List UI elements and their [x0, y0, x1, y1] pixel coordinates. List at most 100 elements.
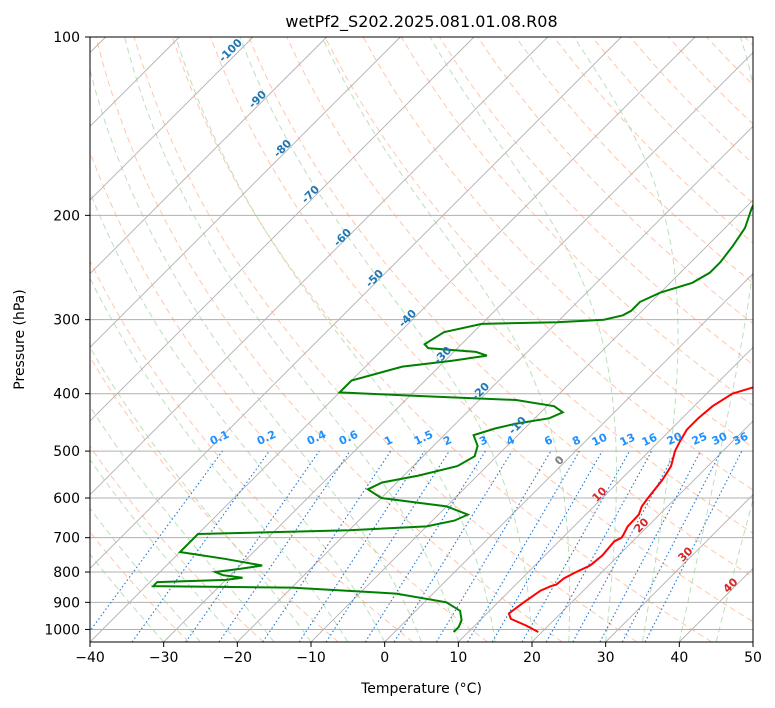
- isotherm-line: [90, 37, 254, 201]
- dry-adiabat-line: [95, 37, 563, 642]
- dry-adiabat-label: -70: [299, 183, 322, 206]
- chart-title: wetPf2_S202.2025.081.01.08.R08: [285, 12, 557, 32]
- mixing-ratio-label: 36: [731, 430, 751, 448]
- dewpoint-profile-line: [150, 203, 753, 633]
- dry-adiabat-label: 10: [590, 484, 610, 504]
- y-tick-label: 500: [53, 444, 80, 460]
- mixing-ratio-label: 25: [690, 430, 709, 448]
- y-tick-label: 400: [53, 387, 80, 403]
- dry-adiabat-line: [553, 37, 753, 244]
- dry-adiabat-line: [133, 37, 638, 642]
- y-axis-label: Pressure (hPa): [12, 289, 28, 389]
- moist-adiabat-line: [429, 37, 617, 642]
- mixing-ratio-line: [572, 450, 677, 642]
- moist-adiabat-line: [90, 553, 165, 642]
- line-labels: -100-90-80-70-60-50-40-30-20-10010203040…: [208, 36, 751, 596]
- isotherm-line: [90, 37, 475, 422]
- isotherm-line: [531, 420, 753, 642]
- moist-adiabat-line: [715, 498, 753, 642]
- moist-adiabat-line: [573, 37, 679, 642]
- mixing-ratio-label: 6: [542, 433, 555, 448]
- y-tick-label: 1000: [44, 622, 80, 638]
- mixing-ratio-line: [393, 450, 513, 642]
- dry-adiabat-label: -60: [331, 226, 354, 249]
- mixing-ratio-line: [435, 450, 552, 642]
- x-tick-label: 0: [380, 650, 389, 666]
- mixing-ratio-line: [262, 450, 392, 642]
- dry-adiabat-line: [324, 37, 753, 491]
- mixing-ratio-line: [90, 450, 223, 632]
- isotherm-line: [752, 641, 753, 642]
- x-tick-label: 30: [597, 650, 615, 666]
- dry-adiabat-line: [90, 356, 339, 642]
- isotherm-line: [310, 199, 753, 642]
- mixing-ratio-label: 10: [590, 431, 610, 449]
- dry-adiabat-line: [90, 531, 190, 642]
- background-lines: [90, 37, 753, 642]
- dry-adiabat-line: [90, 445, 264, 642]
- dry-adiabat-label: -40: [396, 307, 419, 330]
- mixing-ratio-line: [545, 450, 653, 642]
- isotherm-line: [90, 37, 401, 348]
- dry-adiabat-label: -50: [363, 267, 386, 290]
- dry-adiabat-label: 40: [721, 575, 741, 595]
- mixing-ratio-line: [467, 450, 580, 642]
- dry-adiabat-line: [90, 259, 414, 642]
- plot-frame: [89, 36, 754, 643]
- isotherm-line: [458, 346, 753, 642]
- mixing-ratio-line: [364, 450, 486, 642]
- moist-adiabat-line: [90, 458, 238, 642]
- mixing-ratio-label: 0.4: [305, 428, 328, 448]
- x-tick-label: 50: [744, 650, 762, 666]
- mixing-ratio-label: 30: [710, 430, 730, 448]
- mixing-ratio-label: 2: [441, 433, 453, 448]
- dry-adiabat-line: [744, 37, 753, 47]
- mixing-ratio-label: 3: [477, 433, 489, 448]
- dry-adiabat-label: -100: [216, 36, 245, 65]
- dry-adiabat-label: -90: [246, 88, 269, 111]
- moist-adiabat-line: [678, 37, 753, 642]
- moist-adiabat-line: [90, 190, 386, 642]
- isotherm-line: [90, 37, 327, 275]
- dry-adiabat-label: -80: [271, 137, 294, 160]
- dry-adiabat-line: [210, 37, 753, 623]
- mixing-ratio-label: 0.6: [337, 428, 360, 448]
- x-tick-label: 10: [449, 650, 467, 666]
- mixing-ratio-label: 20: [665, 430, 685, 448]
- dry-adiabat-line: [171, 37, 712, 642]
- dry-adiabat-line: [90, 150, 488, 642]
- y-tick-label: 800: [53, 565, 80, 581]
- y-tick-label: 900: [53, 595, 80, 611]
- mixing-ratio-label: 1.5: [412, 428, 435, 448]
- moist-adiabat-line: [239, 37, 533, 642]
- moist-adiabat-line: [175, 37, 496, 642]
- isotherm-line: [90, 37, 548, 496]
- y-tick-label: 300: [53, 313, 80, 329]
- dry-adiabat-label: 30: [676, 544, 696, 564]
- x-tick-label: −20: [223, 650, 253, 666]
- y-tick-label: 100: [53, 30, 80, 46]
- x-tick-label: 40: [670, 650, 688, 666]
- mixing-ratio-line: [521, 450, 630, 642]
- mixing-ratio-line: [185, 450, 320, 642]
- y-tick-label: 200: [53, 208, 80, 224]
- dry-adiabat-line: [248, 37, 753, 578]
- moist-adiabat-line: [90, 405, 275, 642]
- moist-adiabat-line: [124, 37, 459, 642]
- moist-adiabat-line: [90, 507, 201, 642]
- mixing-ratio-line: [491, 450, 603, 642]
- mixing-ratio-label: 1: [382, 433, 394, 448]
- mixing-ratio-line: [325, 450, 450, 642]
- isotherm-line: [163, 52, 753, 642]
- dry-adiabat-line: [515, 37, 753, 284]
- isotherm-line: [237, 125, 753, 642]
- moist-adiabat-line: [90, 346, 312, 642]
- data-series: [150, 203, 753, 633]
- x-axis-label: Temperature (°C): [360, 681, 482, 697]
- mixing-ratio-line: [298, 450, 425, 642]
- mixing-ratio-line: [218, 450, 351, 642]
- moist-adiabat-line: [90, 277, 349, 642]
- x-tick-label: 20: [523, 650, 541, 666]
- moist-adiabat-line: [90, 67, 422, 642]
